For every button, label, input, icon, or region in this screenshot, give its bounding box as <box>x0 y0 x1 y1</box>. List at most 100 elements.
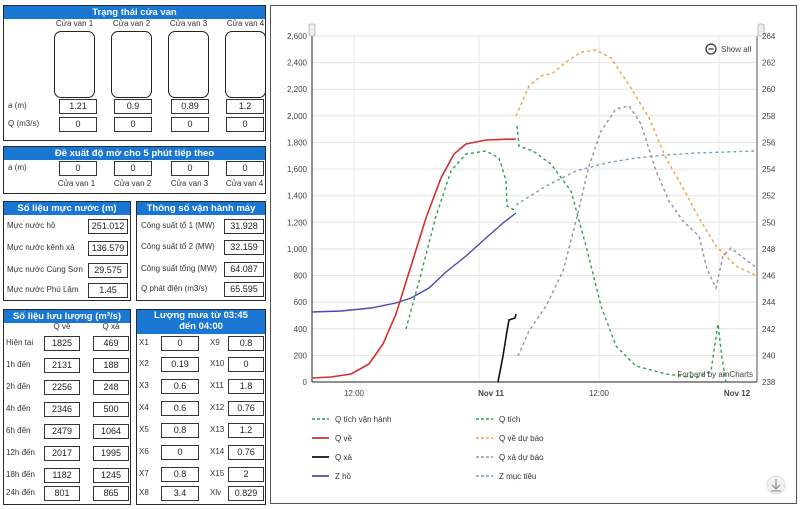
flow-qxa-field[interactable]: 865 <box>93 486 129 501</box>
proposal-panel: Đề xuất độ mở cho 5 phút tiếp theo a (m)… <box>3 146 266 194</box>
flow-panel: Số liệu lưu lượng (m³/s) Q về Q xả Hiện … <box>3 309 131 505</box>
scroll-handle-left[interactable] <box>308 23 316 37</box>
legend-item-q-xa[interactable]: Q xả <box>312 453 352 462</box>
rain-value[interactable]: 0 <box>161 336 199 351</box>
gate-3-a-field[interactable]: 0.89 <box>171 99 209 114</box>
gate-2-q-field[interactable]: 0 <box>114 117 152 132</box>
y2-tick-label: 242 <box>762 325 776 334</box>
legend-item-z-muc-tieu[interactable]: Z mục tiêu <box>476 472 536 481</box>
legend-item-z-ho[interactable]: Z hồ <box>312 472 352 481</box>
legend-label: Q về <box>335 434 352 443</box>
rain-value[interactable]: 2 <box>228 467 264 482</box>
rain-label: X2 <box>139 359 149 368</box>
rain-label: X13 <box>210 425 225 434</box>
series-q-ve <box>311 138 517 379</box>
download-button[interactable] <box>766 475 786 495</box>
rain-value[interactable]: 0.829 <box>228 486 264 501</box>
flow-title: Số liệu lưu lượng (m³/s) <box>4 310 130 323</box>
y2-tick-label: 254 <box>762 165 776 174</box>
legend-item-q-ve-du-bao[interactable]: Q về dự báo <box>476 434 544 443</box>
grid <box>312 35 757 382</box>
flow-qve-field[interactable]: 2256 <box>44 380 80 395</box>
flow-qve-field[interactable]: 2131 <box>44 358 80 373</box>
legend-label: Q xả <box>335 453 352 462</box>
flow-qve-field[interactable]: 2479 <box>44 424 80 439</box>
flow-qxa-field[interactable]: 1064 <box>93 424 129 439</box>
gate-1-a-field[interactable]: 1.21 <box>59 99 97 114</box>
gate-4-q-field[interactable]: 0 <box>226 117 264 132</box>
rain-value[interactable]: 0 <box>228 357 264 372</box>
water-level-row-value[interactable]: 29.575 <box>88 263 128 278</box>
y2-tick-label: 250 <box>762 218 776 227</box>
flow-qve-field[interactable]: 801 <box>44 486 80 501</box>
y2-tick-label: 248 <box>762 245 776 254</box>
water-level-row-value[interactable]: 1.45 <box>88 283 128 298</box>
gate-1-q-field[interactable]: 0 <box>59 117 97 132</box>
show-all-button[interactable]: Show all <box>705 43 751 55</box>
flow-qxa-field[interactable]: 248 <box>93 380 129 395</box>
rain-value[interactable]: 0.6 <box>161 401 199 416</box>
rain-value[interactable]: 1.2 <box>228 423 264 438</box>
y-tick-label: 2,000 <box>287 112 308 121</box>
rain-value[interactable]: 3.4 <box>161 486 199 501</box>
legend: Q tích vận hành Q tích Q về Q về dự báo … <box>312 415 544 481</box>
flow-qve-field[interactable]: 2346 <box>44 402 80 417</box>
proposal-caption-4: Cửa van 4 <box>225 179 264 188</box>
rain-value[interactable]: 0.8 <box>228 336 264 351</box>
water-level-row-label: Mực nước Cùng Sơn <box>7 265 83 274</box>
right-axis-ticks: 264 262 260 258 256 254 252 250 248 246 … <box>762 32 776 387</box>
operation-row-value[interactable]: 31.928 <box>224 219 264 234</box>
operation-row-value[interactable]: 64.087 <box>224 262 264 277</box>
operation-row-label: Công suất tổng (MW) <box>141 264 218 273</box>
flow-qve-field[interactable]: 2017 <box>44 446 80 461</box>
operation-row-value[interactable]: 65.595 <box>224 282 264 297</box>
rain-label: X7 <box>139 469 149 478</box>
legend-item-q-tich[interactable]: Q tích <box>476 415 520 424</box>
rain-label: X3 <box>139 381 149 390</box>
rain-value[interactable]: 0.19 <box>161 357 199 372</box>
rain-value[interactable]: 0 <box>161 445 199 460</box>
gate-caption-1: Cửa van 1 <box>55 19 94 28</box>
series-z-muc-tieu <box>515 150 758 206</box>
show-all-label: Show all <box>721 45 751 54</box>
forecast-chart: 2,600 2,400 2,200 2,000 1,800 1,600 1,40… <box>287 23 786 495</box>
flow-qxa-field[interactable]: 188 <box>93 358 129 373</box>
flow-qve-field[interactable]: 1182 <box>44 468 80 483</box>
flow-qve-field[interactable]: 1825 <box>44 336 80 351</box>
proposal-gate-1-field[interactable]: 0 <box>59 161 97 176</box>
rain-value[interactable]: 0.8 <box>161 467 199 482</box>
legend-item-q-ve[interactable]: Q về <box>312 434 352 443</box>
proposal-gate-3-field[interactable]: 0 <box>171 161 209 176</box>
flow-qxa-field[interactable]: 1995 <box>93 446 129 461</box>
gate-2-a-field[interactable]: 0.9 <box>114 99 152 114</box>
gate-4-a-field[interactable]: 1.2 <box>226 99 264 114</box>
operation-row-value[interactable]: 32.159 <box>224 240 264 255</box>
legend-item-q-tich-van-hanh[interactable]: Q tích vận hành <box>312 415 391 424</box>
scroll-handle-right[interactable] <box>757 23 765 37</box>
rain-label: X4 <box>139 403 149 412</box>
rain-value[interactable]: 0.76 <box>228 445 264 460</box>
flow-qxa-field[interactable]: 469 <box>93 336 129 351</box>
rain-panel: Lượng mưa từ 03:45 đến 04:00 X1 0 X2 0.1… <box>136 309 266 505</box>
legend-item-q-xa-du-bao[interactable]: Q xả dự báo <box>476 453 544 462</box>
y-tick-label: 2,200 <box>287 85 308 94</box>
rain-value[interactable]: 0.8 <box>161 423 199 438</box>
rain-value[interactable]: 0.76 <box>228 401 264 416</box>
flow-row-label: 1h đến <box>6 360 31 369</box>
flow-qxa-field[interactable]: 500 <box>93 402 129 417</box>
proposal-gate-2-field[interactable]: 0 <box>114 161 152 176</box>
flow-col-qve: Q về <box>53 322 71 331</box>
rain-label: X12 <box>210 403 225 412</box>
water-level-title: Số liệu mực nước (m) <box>4 202 130 215</box>
y-tick-label: 2,400 <box>287 59 308 68</box>
rain-label: X8 <box>139 488 149 497</box>
water-level-row-value[interactable]: 136.579 <box>88 241 128 256</box>
proposal-a-label: a (m) <box>8 163 27 172</box>
proposal-gate-4-field[interactable]: 0 <box>226 161 264 176</box>
water-level-row-value[interactable]: 251.012 <box>88 219 128 234</box>
rain-value[interactable]: 0.6 <box>161 379 199 394</box>
legend-label: Q tích vận hành <box>335 415 391 424</box>
gate-3-q-field[interactable]: 0 <box>171 117 209 132</box>
rain-value[interactable]: 1.8 <box>228 379 264 394</box>
flow-qxa-field[interactable]: 1245 <box>93 468 129 483</box>
